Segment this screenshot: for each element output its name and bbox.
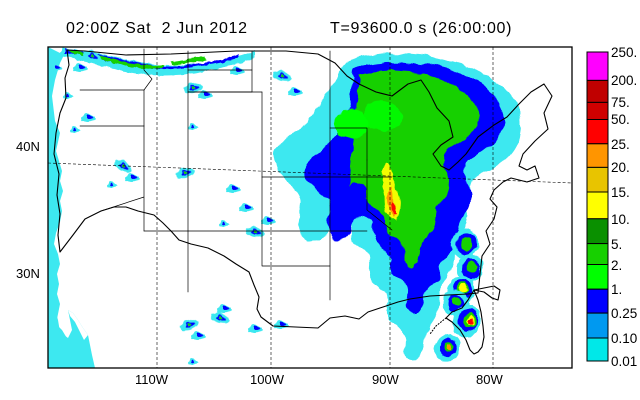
svg-text:0.10: 0.10 xyxy=(611,331,637,346)
svg-text:0.01: 0.01 xyxy=(611,354,637,369)
svg-text:10.: 10. xyxy=(611,212,630,227)
svg-text:2.: 2. xyxy=(611,258,622,273)
svg-text:20.: 20. xyxy=(611,160,630,175)
svg-text:25.: 25. xyxy=(611,137,630,152)
svg-text:250.: 250. xyxy=(611,45,637,60)
svg-text:5.: 5. xyxy=(611,237,622,252)
svg-text:200.: 200. xyxy=(611,73,637,88)
svg-text:50.: 50. xyxy=(611,112,630,127)
svg-text:15.: 15. xyxy=(611,185,630,200)
svg-text:0.25: 0.25 xyxy=(611,306,637,321)
svg-text:1.: 1. xyxy=(611,282,622,297)
svg-text:75.: 75. xyxy=(611,95,630,110)
